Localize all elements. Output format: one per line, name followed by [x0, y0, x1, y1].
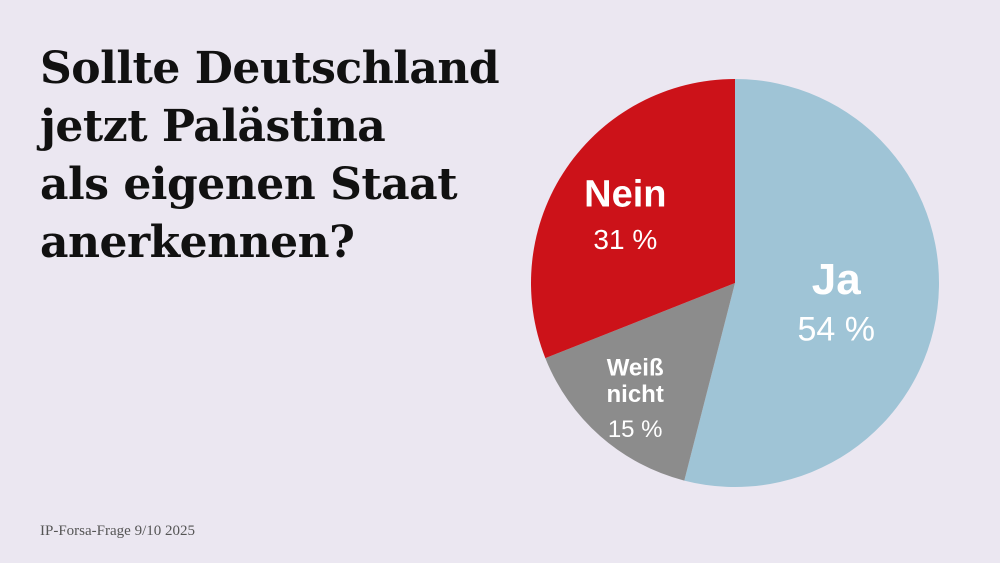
title-line: anerkennen? — [40, 217, 355, 268]
slice-value-label: 15 % — [608, 416, 663, 443]
slice-name-label: nicht — [607, 381, 664, 408]
slice-name-label: Nein — [584, 173, 666, 215]
source-note: IP-Forsa-Frage 9/10 2025 — [40, 523, 195, 539]
slice-value-label: 54 % — [797, 310, 875, 348]
pie-slice — [531, 79, 735, 359]
title-line: jetzt Palästina — [40, 101, 386, 152]
title-line: als eigenen Staat — [40, 159, 458, 210]
pie-slice — [545, 283, 735, 481]
slice-value-label: 31 % — [593, 224, 657, 255]
chart-title: Sollte Deutschland jetzt Palästina als e… — [40, 40, 560, 272]
title-line: Sollte Deutschland — [40, 43, 500, 94]
slice-name-label: Weiß — [607, 355, 664, 382]
pie-slice — [684, 79, 939, 487]
slice-name-label: Ja — [812, 255, 861, 304]
